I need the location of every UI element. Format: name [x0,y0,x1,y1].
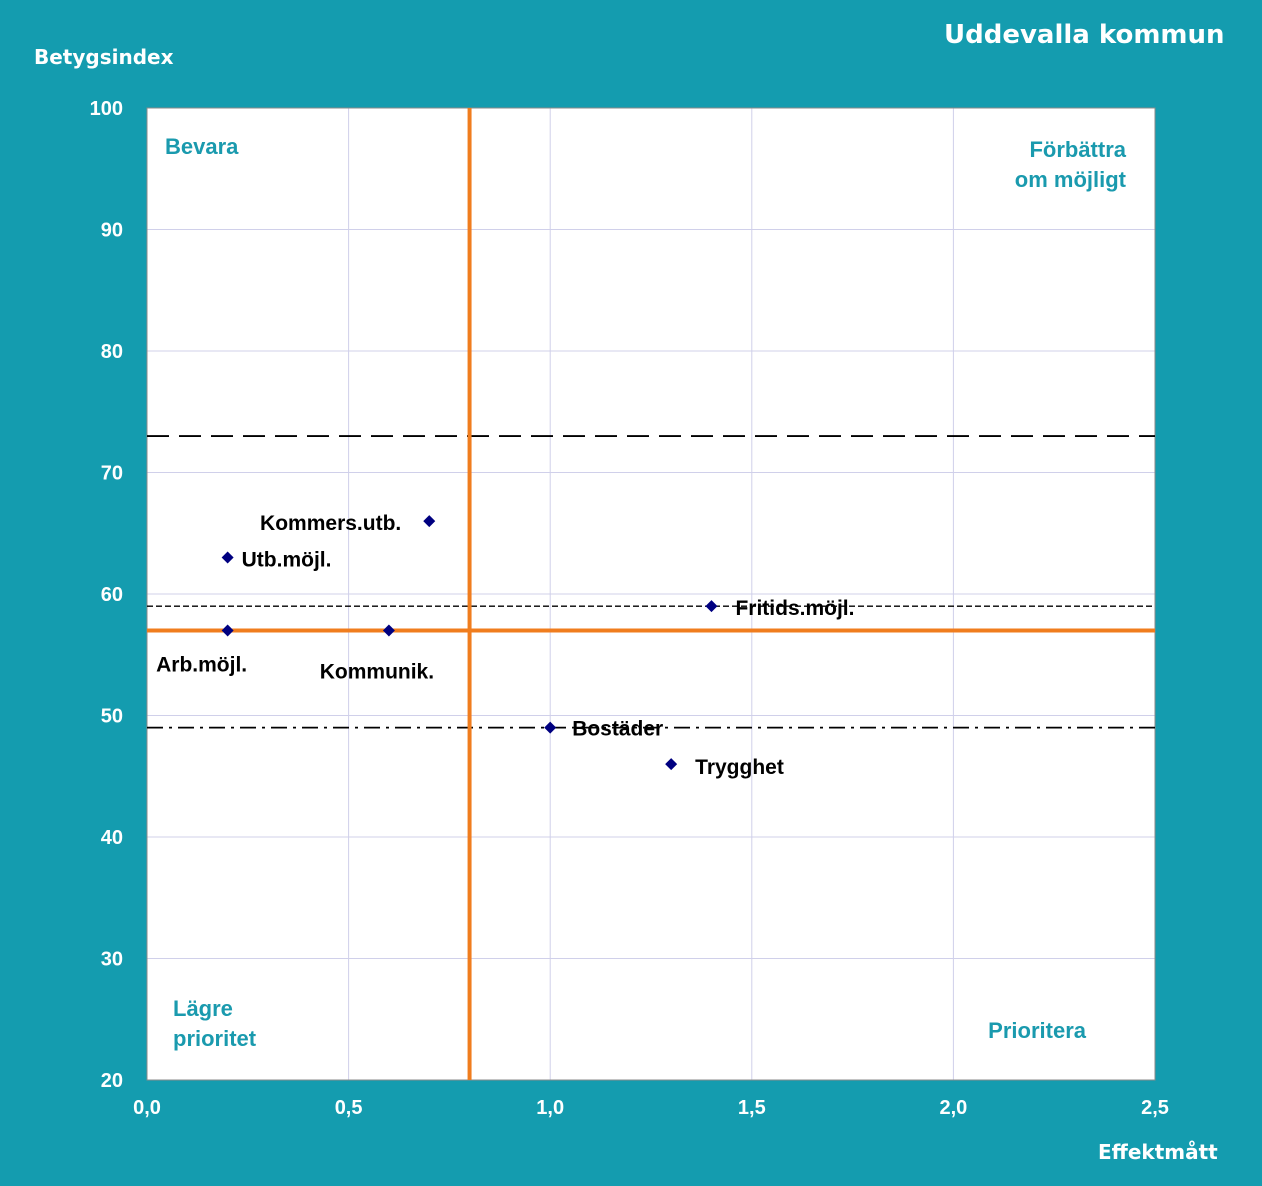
data-point [705,600,718,613]
data-point [665,758,678,771]
data-label: Utb.möjl. [242,549,332,572]
data-label: Fritids.möjl. [735,597,854,620]
quadrant-label-top-right: om möjligt [1015,167,1127,192]
y-tick-label: 70 [101,463,123,485]
y-tick-label: 20 [101,1070,123,1092]
data-point [423,515,436,528]
quadrant-label-top-right: Förbättra [1029,137,1126,162]
y-axis-title: Betygsindex [34,45,174,69]
data-point [221,624,234,637]
x-axis-title: Effektmått [1098,1140,1218,1164]
x-tick-label: 2,5 [1141,1097,1169,1119]
data-label: Arb.möjl. [156,653,247,676]
y-tick-label: 80 [101,341,123,363]
quadrant-label-bottom-right: Prioritera [988,1018,1087,1043]
y-tick-label: 50 [101,706,123,728]
data-label: Kommers.utb. [260,512,401,535]
quadrant-label-top-left: Bevara [165,134,239,159]
y-tick-label: 90 [101,220,123,242]
plot-border [146,107,1156,1081]
quadrant-label-bottom-left: prioritet [173,1026,257,1051]
x-tick-label: 0,5 [335,1097,363,1119]
x-tick-label: 2,0 [939,1097,967,1119]
data-point [221,551,234,564]
y-tick-label: 100 [90,98,123,120]
data-label: Trygghet [695,756,784,779]
x-tick-label: 1,5 [738,1097,766,1119]
x-tick-label: 1,0 [536,1097,564,1119]
x-tick-label: 0,0 [133,1097,161,1119]
quadrant-label-bottom-left: Lägre [173,996,233,1021]
y-tick-label: 30 [101,949,123,971]
chart-title: Uddevalla kommun [944,20,1225,50]
y-tick-label: 40 [101,827,123,849]
data-point [382,624,395,637]
data-point [544,721,557,734]
data-label: Bostäder [572,718,663,741]
data-label: Kommunik. [320,660,434,683]
y-tick-label: 60 [101,584,123,606]
